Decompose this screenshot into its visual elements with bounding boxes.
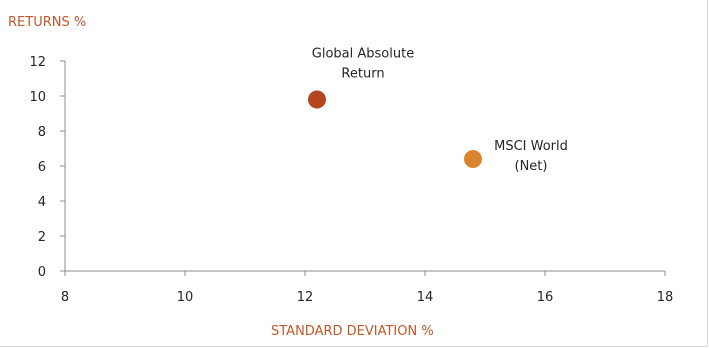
y-axis-title: RETURNS % — [8, 15, 87, 30]
y-tick-label: 0 — [38, 265, 46, 280]
data-point — [464, 150, 482, 168]
y-tick-label: 8 — [38, 125, 46, 140]
y-tick-label: 12 — [29, 55, 46, 70]
data-point-label: Return — [341, 67, 384, 82]
y-tick-label: 6 — [38, 160, 46, 175]
data-point-label: Global Absolute — [312, 47, 414, 62]
x-tick-label: 16 — [537, 290, 554, 305]
x-axis-title: STANDARD DEVIATION % — [271, 324, 434, 339]
x-tick-label: 14 — [417, 290, 434, 305]
y-tick-label: 4 — [38, 195, 46, 210]
data-point-label: MSCI World — [494, 139, 568, 154]
y-tick-label: 10 — [29, 90, 46, 105]
y-tick-label: 2 — [38, 230, 46, 245]
x-tick-label: 10 — [177, 290, 194, 305]
x-tick-label: 12 — [297, 290, 314, 305]
x-tick-label: 8 — [61, 290, 69, 305]
x-tick-label: 18 — [657, 290, 674, 305]
data-point-label: (Net) — [515, 159, 548, 174]
data-point — [308, 90, 326, 109]
